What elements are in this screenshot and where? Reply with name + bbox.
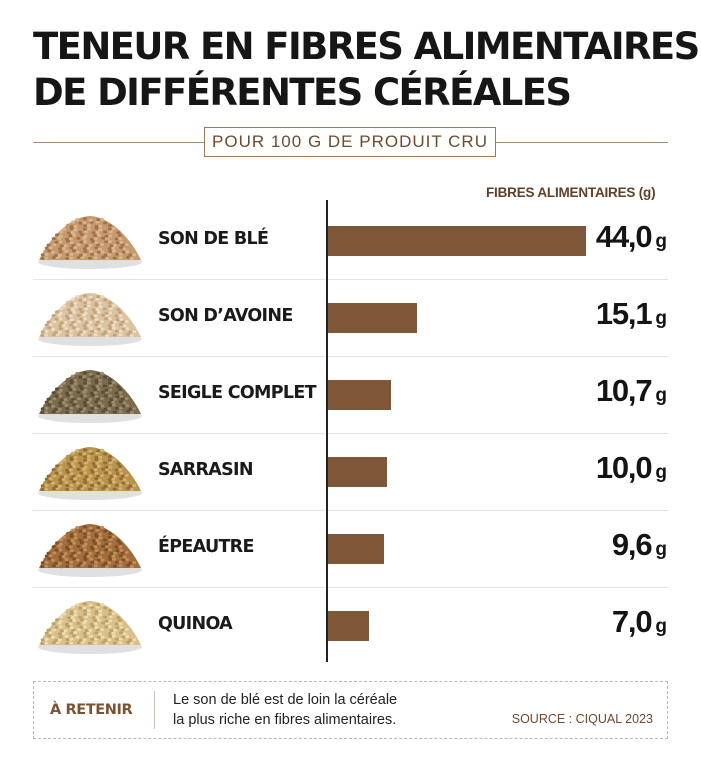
chart-subtitle: POUR 100 G DE PRODUIT CRU: [204, 127, 496, 157]
source-credit: SOURCE : CIQUAL 2023: [511, 712, 653, 726]
data-label-value: 10,7: [595, 372, 653, 408]
sarrasin-pile-icon: [38, 446, 142, 500]
epeautre-pile-icon: [38, 523, 142, 577]
subtitle-rule-right: [496, 142, 668, 143]
data-label: 7,0 g: [612, 604, 667, 640]
data-label: 10,0 g: [596, 450, 667, 486]
category-label: SON DE BLÉ: [158, 228, 269, 249]
takeaway-text-line-2: la plus riche en fibres alimentaires.: [173, 712, 397, 728]
data-label-unit: g: [655, 538, 667, 560]
data-label-value: 7,0: [611, 603, 653, 639]
data-label-unit: g: [655, 307, 667, 329]
row-separator: [33, 279, 668, 280]
subtitle-rule-left: [33, 142, 204, 143]
takeaway-text: Le son de blé est de loin la céréale la …: [173, 690, 397, 730]
bar: [328, 302, 417, 333]
row-separator: [33, 433, 668, 434]
bar: [328, 456, 387, 487]
data-label: 10,7 g: [596, 373, 667, 409]
data-label-value: 9,6: [611, 526, 653, 562]
data-label-value: 44,0: [595, 218, 653, 254]
category-label: SON D’AVOINE: [158, 305, 293, 326]
title-line-1: TENEUR EN FIBRES ALIMENTAIRES: [33, 25, 700, 68]
bar: [328, 225, 586, 256]
y-axis-line: [326, 200, 328, 662]
data-label-value: 15,1: [595, 295, 653, 331]
quinoa-pile-icon: [38, 600, 142, 654]
row-separator: [33, 510, 668, 511]
son-davoine-pile-icon: [38, 292, 142, 346]
bar: [328, 610, 369, 641]
takeaway-box: À RETENIR Le son de blé est de loin la c…: [33, 681, 668, 739]
data-label: 9,6 g: [612, 527, 667, 563]
son-de-ble-pile-icon: [38, 215, 142, 269]
bar: [328, 379, 391, 410]
data-label: 15,1 g: [596, 296, 667, 332]
row-separator: [33, 587, 668, 588]
category-label: SEIGLE COMPLET: [158, 382, 317, 403]
takeaway-text-line-1: Le son de blé est de loin la céréale: [173, 692, 398, 708]
row-separator: [33, 356, 668, 357]
title-line-2: DE DIFFÉRENTES CÉRÉALES: [33, 71, 572, 114]
takeaway-divider: [154, 691, 155, 729]
x-axis-label: FIBRES ALIMENTAIRES (g): [486, 185, 656, 200]
data-label-unit: g: [655, 615, 667, 637]
data-label-value: 10,0: [595, 449, 653, 485]
category-label: SARRASIN: [158, 459, 254, 480]
category-label: QUINOA: [158, 613, 233, 634]
data-label-unit: g: [655, 384, 667, 406]
data-label: 44,0 g: [596, 219, 667, 255]
data-label-unit: g: [655, 461, 667, 483]
data-label-unit: g: [655, 230, 667, 252]
seigle-complet-pile-icon: [38, 369, 142, 423]
category-label: ÉPEAUTRE: [158, 536, 254, 557]
takeaway-label: À RETENIR: [50, 702, 133, 718]
chart-title: TENEUR EN FIBRES ALIMENTAIRES DE DIFFÉRE…: [33, 24, 700, 116]
bar: [328, 533, 384, 564]
